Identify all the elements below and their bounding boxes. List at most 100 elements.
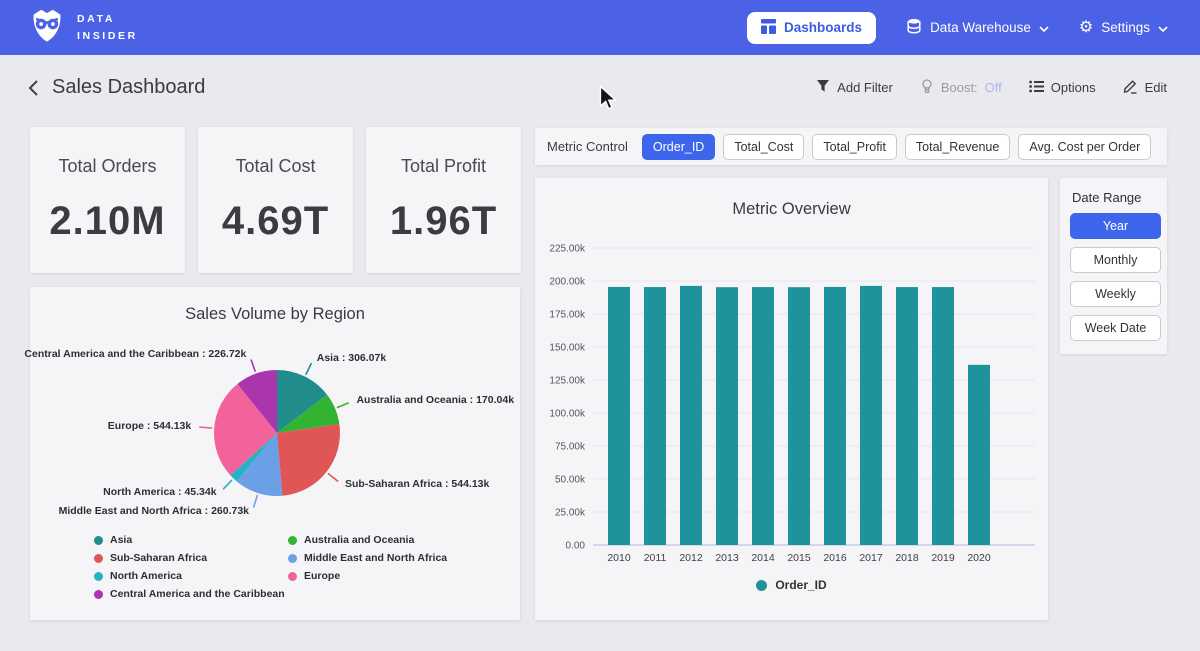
svg-text:2011: 2011 — [644, 552, 667, 564]
kpi-value: 4.69T — [221, 199, 330, 243]
svg-text:2020: 2020 — [967, 552, 991, 564]
dashboards-label: Dashboards — [784, 20, 863, 35]
legend-label: Middle East and North Africa — [304, 552, 448, 564]
legend-item-australia-and-oceania[interactable]: Australia and Oceania — [288, 534, 447, 546]
metric-overview-panel: Metric Overview 0.00 25.00k 50.00k 75.00k 10… — [535, 178, 1048, 620]
kpi-card-total-orders: Total Orders 2.10M — [30, 127, 185, 273]
kpi-label: Total Cost — [235, 156, 316, 176]
legend-dot — [94, 553, 103, 563]
svg-text:25.00k: 25.00k — [555, 508, 586, 519]
metric-control-bar: Metric Control Order_ID Total_Cost Total_P… — [535, 128, 1167, 165]
legend-dot — [288, 535, 297, 545]
date-range-label: Date Range — [1072, 190, 1142, 205]
legend-item-sub-saharan-africa[interactable]: Sub-Saharan Africa — [94, 552, 285, 564]
legend-item-central-america-and-the-caribbean[interactable]: Central America and the Caribbean — [94, 588, 285, 600]
svg-text:0.00: 0.00 — [566, 541, 586, 552]
legend-dot — [94, 535, 103, 545]
pie-legend-column: Australia and Oceania Middle East and Nor… — [288, 534, 447, 582]
svg-text:200.00k: 200.00k — [549, 277, 586, 288]
brand-logo: DATA INSIDER — [28, 6, 138, 49]
legend-label: Central America and the Caribbean — [110, 588, 285, 600]
database-icon — [906, 18, 922, 37]
svg-text:2016: 2016 — [823, 552, 847, 564]
owl-logo-icon — [28, 6, 66, 49]
filter-icon — [816, 79, 830, 96]
kpi-card-total-profit: Total Profit 1.96T — [366, 127, 521, 273]
kpi-label: Total Profit — [400, 156, 487, 176]
back-button[interactable] — [28, 79, 39, 97]
legend-dot — [94, 571, 103, 581]
bar-chart-legend: Order_ID — [535, 578, 1048, 592]
svg-text:2012: 2012 — [679, 552, 703, 564]
legend-label: Australia and Oceania — [304, 534, 415, 546]
bar-chart[interactable]: 0.00 25.00k 50.00k 75.00k 100.00k 125.00k 150.… — [535, 178, 1048, 620]
chart-title: Sales Volume by Region — [185, 305, 365, 323]
legend-label: Asia — [110, 534, 133, 546]
date-range-options: Year Monthly Weekly Week Date — [1070, 213, 1161, 341]
svg-text:50.00k: 50.00k — [555, 475, 586, 486]
dashboards-button[interactable]: Dashboards — [747, 11, 877, 44]
chevron-down-icon — [1039, 20, 1049, 35]
edit-button[interactable]: Edit — [1123, 79, 1167, 97]
page-title: Sales Dashboard — [52, 76, 206, 98]
legend-label: North America — [110, 570, 182, 582]
legend-dot — [288, 571, 297, 581]
svg-text:2013: 2013 — [715, 552, 739, 564]
dashboard-grid-icon — [761, 18, 777, 37]
svg-text:2019: 2019 — [931, 552, 955, 564]
pie-label-europe: Europe : 544.13k — [107, 419, 192, 432]
pie-label-north-america: North America : 45.34k — [103, 485, 217, 498]
chevron-down-icon — [1158, 20, 1168, 35]
pie-label-middle-east-and-north-africa: Middle East and North Africa : 260.73k — [58, 505, 250, 518]
svg-text:225.00k: 225.00k — [549, 244, 586, 255]
pie-label-australia-and-oceania: Australia and Oceania : 170.04k — [356, 393, 515, 406]
rocket-icon — [920, 78, 934, 97]
legend-item-north-america[interactable]: North America — [94, 570, 285, 582]
metric-option-avg-cost-per-order[interactable]: Avg. Cost per Order — [1018, 133, 1152, 160]
list-icon — [1028, 80, 1044, 96]
date-range-panel: Date Range Year Monthly Weekly Week Date — [1060, 178, 1167, 354]
legend-item-middle-east-and-north-africa[interactable]: Middle East and North Africa — [288, 552, 447, 564]
metric-option-total-cost[interactable]: Total_Cost — [723, 133, 805, 160]
nav-data-warehouse[interactable]: Data Warehouse — [906, 18, 1049, 37]
legend-label: Order_ID — [775, 578, 827, 592]
pie-chart[interactable] — [30, 287, 520, 620]
legend-item-asia[interactable]: Asia — [94, 534, 285, 546]
add-filter-button[interactable]: Add Filter — [816, 79, 893, 96]
boost-toggle[interactable]: Boost: Off — [920, 78, 1002, 97]
date-range-option-week-date[interactable]: Week Date — [1070, 315, 1161, 341]
legend-item-europe[interactable]: Europe — [288, 570, 447, 582]
gear-icon: ⚙ — [1078, 18, 1094, 36]
pencil-icon — [1123, 79, 1138, 97]
legend-dot — [288, 553, 297, 563]
kpi-value: 2.10M — [49, 199, 166, 243]
sales-volume-panel: Sales Volume by Region Asia : 306.07k Aus… — [24, 287, 520, 620]
svg-text:125.00k: 125.00k — [549, 376, 586, 387]
top-navbar: DATA INSIDER Dashboards Da — [0, 0, 1200, 55]
svg-text:2014: 2014 — [751, 552, 775, 564]
pie-label-asia: Asia : 306.07k — [316, 351, 387, 364]
svg-text:2015: 2015 — [787, 552, 811, 564]
chevron-left-icon — [28, 79, 38, 96]
brand-name: DATA INSIDER — [77, 13, 138, 42]
date-range-option-year[interactable]: Year — [1070, 213, 1161, 239]
dashboard-content: Total Orders 2.10M Total Cost 4.69T Tota… — [0, 120, 1200, 651]
legend-dot — [94, 589, 103, 599]
pie-label-sub-saharan-africa: Sub-Saharan Africa : 544.13k — [345, 477, 490, 490]
nav-settings[interactable]: ⚙ Settings — [1078, 18, 1168, 36]
legend-dot — [756, 579, 768, 591]
svg-text:150.00k: 150.00k — [549, 343, 586, 354]
data-warehouse-label: Data Warehouse — [930, 20, 1031, 35]
svg-text:175.00k: 175.00k — [549, 310, 586, 321]
options-button[interactable]: Options — [1028, 80, 1096, 96]
metric-option-order-id[interactable]: Order_ID — [641, 133, 716, 160]
legend-label: Sub-Saharan Africa — [110, 552, 208, 564]
metric-option-total-revenue[interactable]: Total_Revenue — [904, 133, 1011, 160]
legend-label: Europe — [304, 570, 341, 582]
metric-option-total-profit[interactable]: Total_Profit — [812, 133, 897, 160]
kpi-label: Total Orders — [58, 156, 157, 176]
date-range-option-weekly[interactable]: Weekly — [1070, 281, 1161, 307]
date-range-option-monthly[interactable]: Monthly — [1070, 247, 1161, 273]
svg-text:100.00k: 100.00k — [549, 409, 586, 420]
metric-options: Order_ID Total_Cost Total_Profit Total_Reve… — [641, 133, 1152, 160]
